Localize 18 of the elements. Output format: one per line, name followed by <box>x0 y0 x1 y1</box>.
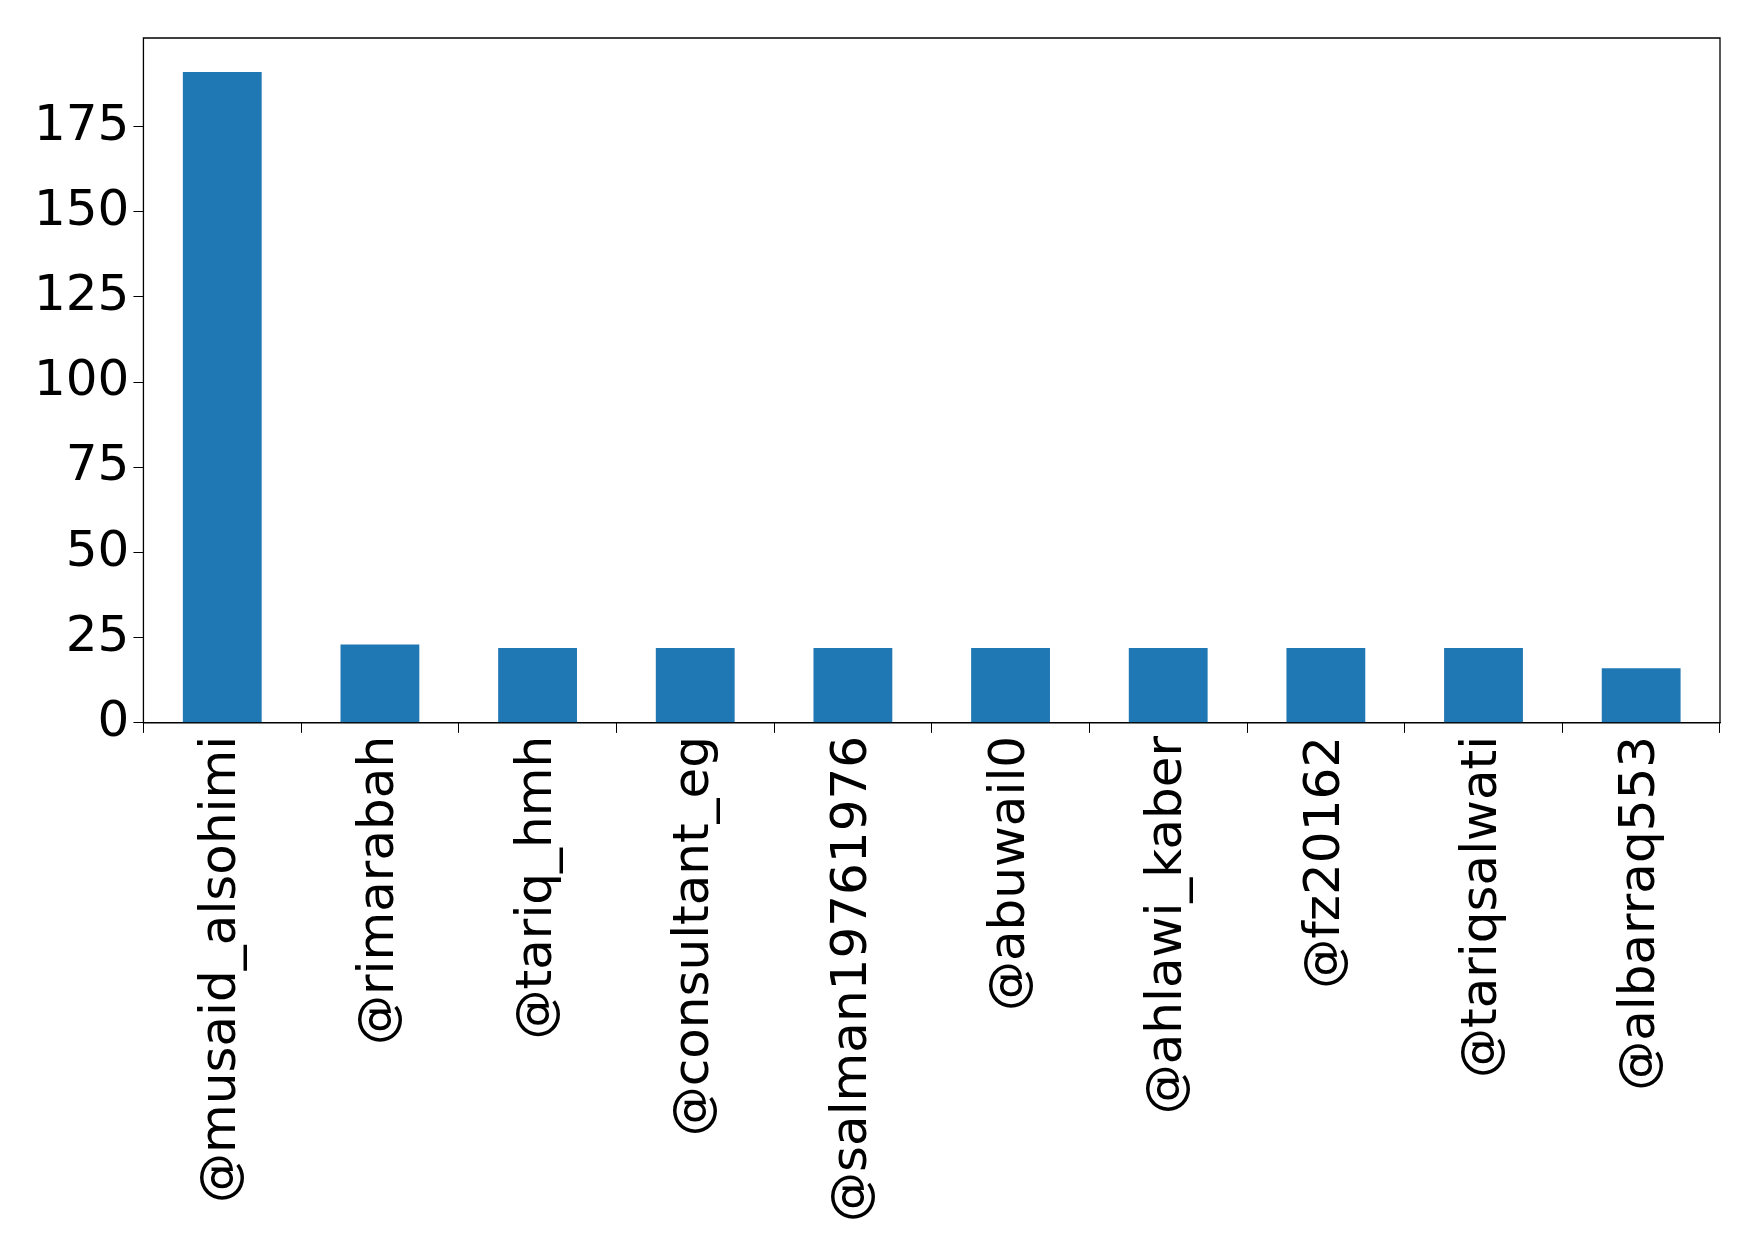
y-tick-label: 100 <box>34 349 130 408</box>
y-tick-label: 175 <box>34 93 130 152</box>
x-tick-label: @consultant_eg <box>662 735 721 1137</box>
x-tick-label: @salman19761976 <box>819 735 878 1222</box>
y-tick-label: 150 <box>34 178 130 237</box>
x-tick-label: @tariqsalwati <box>1450 735 1509 1078</box>
x-tick-label: @tariq_hmh <box>504 735 563 1040</box>
y-tick-label: 125 <box>34 263 130 322</box>
x-tick-label: @ahlawi_kaber <box>1135 735 1194 1115</box>
y-tick-label: 25 <box>65 604 130 663</box>
y-tick-label: 0 <box>97 689 130 748</box>
y-tick-label: 50 <box>65 519 130 578</box>
x-tick-label: @fz20162 <box>1292 735 1351 989</box>
x-tick-label: @rimarabah <box>346 735 405 1045</box>
y-tick-label: 75 <box>65 434 130 493</box>
x-tick-label: @albarraq553 <box>1608 735 1667 1091</box>
x-tick-label: @abuwail0 <box>977 735 1036 1012</box>
x-tick-label: @musaid_alsohimi <box>189 735 248 1203</box>
